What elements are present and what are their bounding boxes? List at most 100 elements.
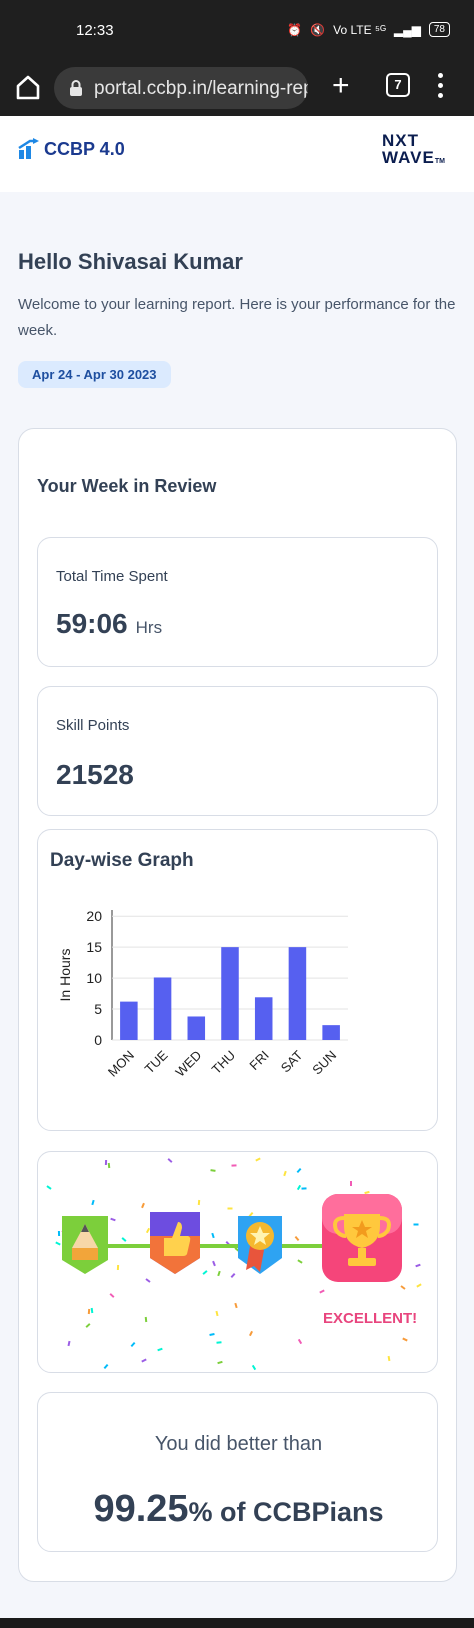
week-review-title: Your Week in Review <box>37 476 217 496</box>
alarm-icon: ⏰ <box>287 22 303 37</box>
comparison-result: 99.25% of CCBPians <box>38 1488 439 1531</box>
x-tick-label: FRI <box>246 1048 271 1073</box>
confetti-piece <box>85 1322 91 1328</box>
confetti-piece <box>210 1169 216 1173</box>
bar-thu <box>221 947 239 1040</box>
bar-tue <box>153 977 172 1040</box>
confetti-piece <box>116 1265 120 1271</box>
confetti-piece <box>402 1337 408 1342</box>
confetti-piece <box>212 1260 216 1267</box>
skill-points-value: 21528 <box>56 759 134 790</box>
graph-title: Day-wise Graph <box>50 850 194 871</box>
time-spent-value-row: 59:06 Hrs <box>56 608 162 640</box>
confetti-piece <box>231 1164 237 1167</box>
confetti-piece <box>141 1202 146 1209</box>
confetti-piece <box>350 1181 353 1187</box>
confetti-piece <box>416 1283 422 1288</box>
bar-fri <box>254 997 273 1040</box>
welcome-text: Welcome to your learning report. Here is… <box>18 296 456 339</box>
address-bar[interactable]: portal.ccbp.in/learning-rep <box>54 67 308 109</box>
tab-switcher-button[interactable]: 7 <box>386 73 410 97</box>
x-tick-label: MON <box>105 1048 137 1080</box>
confetti-piece <box>217 1360 223 1365</box>
network-indicator: Vo LTE ⁵ᴳ <box>333 22 386 37</box>
confetti-piece <box>197 1199 201 1206</box>
x-tick-label: THU <box>209 1048 238 1077</box>
confetti-piece <box>413 1223 419 1226</box>
y-tick-label: 0 <box>94 1032 102 1048</box>
comparison-percent: 99.25 <box>93 1488 189 1530</box>
lock-icon <box>70 80 82 96</box>
confetti-piece <box>130 1342 136 1348</box>
battery-icon: 78 <box>428 22 450 37</box>
mute-icon: 🔇 <box>310 22 326 37</box>
confetti-piece <box>301 1187 307 1190</box>
app-header: CCBP 4.0 NXT WAVETM <box>0 116 474 192</box>
medal-badge-icon <box>238 1216 282 1274</box>
pencil-badge-icon <box>62 1216 108 1274</box>
comparison-intro: You did better than <box>154 1433 323 1455</box>
browser-menu-icon[interactable] <box>436 73 444 103</box>
confetti-piece <box>145 1278 151 1283</box>
time-spent-unit: Hrs <box>135 618 163 637</box>
status-icons: ⏰ 🔇 Vo LTE ⁵ᴳ ▂▄▆ 78 <box>287 22 450 37</box>
bar-sun <box>322 1025 340 1040</box>
status-bar: 12:33 ⏰ 🔇 Vo LTE ⁵ᴳ ▂▄▆ 78 <box>0 0 474 60</box>
skill-points-label: Skill Points <box>56 717 130 734</box>
confetti-piece <box>90 1307 94 1313</box>
confetti-piece <box>167 1157 173 1163</box>
y-axis-label: In Hours <box>57 949 73 1002</box>
achievement-level-label: EXCELLENT! <box>323 1310 418 1327</box>
confetti-piece <box>67 1341 71 1347</box>
confetti-piece <box>46 1185 52 1190</box>
browser-toolbar: portal.ccbp.in/learning-rep + 7 <box>0 60 474 116</box>
signal-icon: ▂▄▆ <box>393 22 421 37</box>
trophy-badge-icon <box>322 1194 402 1282</box>
x-tick-label: TUE <box>142 1047 171 1076</box>
confetti-piece <box>209 1333 215 1337</box>
home-icon[interactable] <box>14 73 42 101</box>
confetti-piece <box>283 1170 288 1176</box>
achievement-card: EXCELLENT! <box>37 1151 438 1373</box>
confetti-piece <box>215 1310 219 1317</box>
confetti-piece <box>210 1232 215 1239</box>
confetti-piece <box>296 1168 302 1174</box>
confetti-piece <box>121 1236 127 1242</box>
confetti-piece <box>387 1355 391 1361</box>
confetti-piece <box>294 1236 300 1242</box>
bar-wed <box>187 1016 206 1040</box>
time-spent-card: Total Time Spent 59:06 Hrs <box>37 537 438 667</box>
x-tick-label: SUN <box>309 1048 339 1078</box>
confetti-piece <box>109 1293 115 1299</box>
y-tick-label: 15 <box>86 939 102 955</box>
time-spent-value: 59:06 <box>56 608 128 639</box>
y-tick-label: 10 <box>86 970 102 986</box>
confetti-piece <box>415 1263 421 1267</box>
confetti-piece <box>255 1157 261 1162</box>
confetti-piece <box>252 1364 257 1370</box>
date-range-badge: Apr 24 - Apr 30 2023 <box>18 361 171 388</box>
confetti-piece <box>91 1199 95 1206</box>
confetti-piece <box>249 1330 254 1336</box>
y-tick-label: 5 <box>94 1001 102 1017</box>
confetti-piece <box>319 1289 325 1294</box>
ccbp-logo-text: CCBP 4.0 <box>44 138 125 159</box>
confetti-piece <box>156 1347 163 1352</box>
y-tick-label: 20 <box>86 908 102 924</box>
confetti-piece <box>107 1162 110 1168</box>
confetti-piece <box>216 1340 222 1344</box>
navigation-bar <box>0 1618 474 1628</box>
confetti-piece <box>297 1259 304 1264</box>
confetti-piece <box>141 1358 148 1363</box>
nxtwave-logo[interactable]: NXT WAVETM <box>382 131 445 167</box>
comparison-card: You did better than 99.25% of CCBPians <box>37 1392 438 1552</box>
confetti-piece <box>233 1302 238 1309</box>
ccbp-logo[interactable]: CCBP 4.0 <box>18 138 125 160</box>
confetti-piece <box>227 1207 234 1210</box>
skill-points-card: Skill Points 21528 <box>37 686 438 816</box>
new-tab-button[interactable]: + <box>332 69 350 102</box>
confetti-piece <box>399 1285 406 1290</box>
time-spent-label: Total Time Spent <box>56 568 168 585</box>
bar-sat <box>288 947 307 1040</box>
confetti-piece <box>104 1159 107 1166</box>
